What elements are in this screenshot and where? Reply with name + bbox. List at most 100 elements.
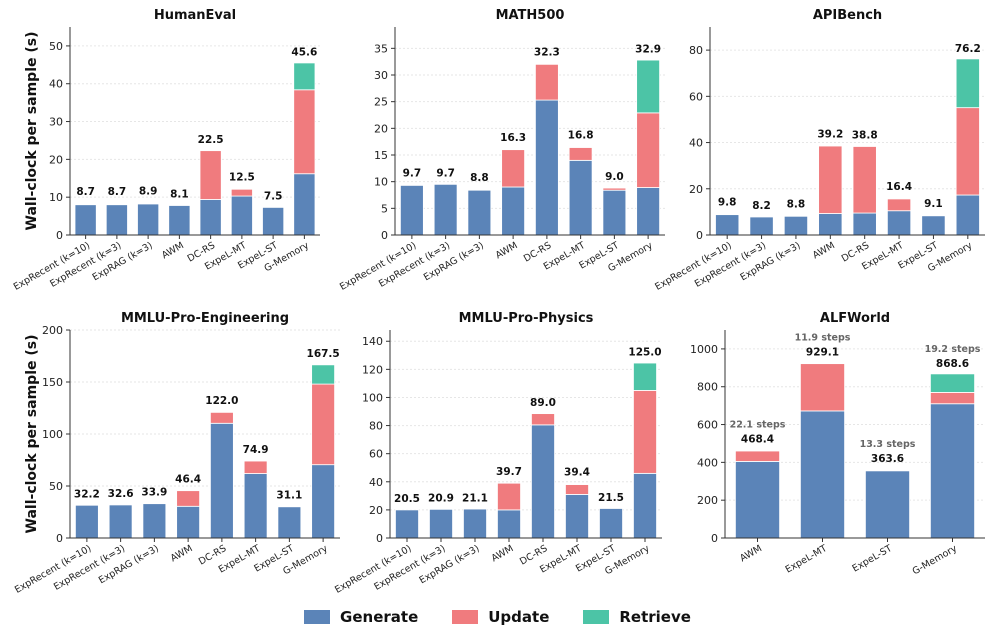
bar-generate — [955, 194, 980, 236]
panel-title-5: ALFWorld — [820, 311, 890, 326]
bar-generate — [108, 504, 133, 539]
bar-update — [852, 146, 877, 214]
y-tick-label: 35 — [374, 42, 388, 55]
bar-generate — [209, 422, 234, 539]
bar-generate — [800, 410, 846, 539]
value-label: 16.8 — [568, 129, 594, 141]
bar-generate — [199, 199, 222, 236]
bar-update — [818, 145, 843, 214]
x-tick-label: ExpRAG (k=3) — [422, 240, 486, 283]
legend-item-retrieve: Retrieve — [583, 608, 691, 626]
bar-update — [565, 484, 589, 495]
value-label: 39.4 — [564, 467, 590, 479]
value-label: 8.7 — [76, 186, 95, 198]
panel-title-0: HumanEval — [154, 8, 236, 23]
bar-generate — [735, 461, 781, 539]
y-tick-label: 30 — [49, 116, 63, 129]
value-label: 468.4 — [741, 433, 774, 445]
bar-generate — [262, 206, 285, 236]
x-tick-label: AWM — [494, 240, 520, 261]
y-tick-label: 60 — [689, 90, 703, 103]
bar-update — [735, 450, 781, 462]
x-tick-label: G-Memory — [911, 543, 960, 577]
value-label: 8.7 — [108, 186, 127, 198]
bar-update — [230, 188, 253, 197]
bar-generate — [886, 210, 912, 236]
bar-generate — [277, 506, 302, 539]
value-label: 20.9 — [428, 493, 454, 505]
bar-generate — [399, 184, 424, 236]
value-label: 16.3 — [500, 132, 526, 144]
bar-generate — [105, 204, 128, 236]
bar-generate — [921, 215, 946, 236]
x-tick-label: AWM — [169, 543, 195, 564]
bar-generate — [311, 464, 335, 539]
value-label: 929.1 — [806, 346, 839, 358]
value-label: 9.8 — [718, 196, 737, 208]
y-tick-label: 0 — [381, 229, 388, 242]
bar-update — [930, 391, 976, 405]
y-tick-label: 0 — [696, 229, 703, 242]
steps-annotation: 11.9 steps — [795, 332, 851, 343]
y-tick-label: 60 — [369, 448, 383, 461]
bar-generate — [715, 214, 740, 236]
y-tick-label: 20 — [49, 153, 63, 166]
y-tick-label: 0 — [711, 532, 718, 545]
bar-retrieve — [636, 59, 661, 114]
x-tick-label: ExpeL-ST — [850, 543, 894, 575]
legend-item-update: Update — [452, 608, 549, 626]
bar-retrieve — [311, 364, 335, 385]
bar-update — [199, 150, 222, 200]
legend-label-retrieve: Retrieve — [619, 608, 691, 626]
bar-update — [955, 107, 980, 196]
y-axis-label-0: Wall-clock per sample (s) — [24, 32, 40, 231]
y-tick-label: 0 — [376, 532, 383, 545]
value-label: 9.0 — [605, 171, 624, 183]
y-tick-label: 15 — [374, 149, 388, 162]
bar-update — [293, 89, 316, 175]
legend-swatch-update — [452, 610, 479, 624]
value-label: 122.0 — [205, 395, 238, 407]
y-tick-label: 800 — [697, 381, 718, 394]
value-label: 9.7 — [403, 167, 422, 179]
y-tick-label: 40 — [369, 476, 383, 489]
bar-update — [633, 390, 657, 474]
y-tick-label: 80 — [689, 44, 703, 57]
y-tick-label: 120 — [362, 363, 383, 376]
y-tick-label: 150 — [42, 376, 63, 389]
value-label: 33.9 — [141, 487, 167, 499]
bar-generate — [749, 216, 774, 236]
y-tick-label: 600 — [697, 419, 718, 432]
bar-generate — [467, 189, 492, 236]
bar-retrieve — [293, 62, 316, 91]
bar-generate — [293, 173, 316, 236]
legend-item-generate: Generate — [304, 608, 418, 626]
bar-generate — [501, 186, 525, 236]
value-label: 12.5 — [229, 172, 255, 184]
value-label: 32.9 — [635, 44, 661, 56]
y-tick-label: 200 — [42, 324, 63, 337]
legend: Generate Update Retrieve — [0, 608, 995, 626]
value-label: 20.5 — [394, 493, 420, 505]
bar-retrieve — [633, 362, 657, 391]
y-tick-label: 20 — [374, 122, 388, 135]
bar-generate — [463, 508, 487, 539]
panel-title-1: MATH500 — [496, 8, 565, 23]
value-label: 9.7 — [436, 167, 455, 179]
value-label: 31.1 — [276, 490, 302, 502]
bar-generate — [230, 195, 253, 236]
bar-update — [497, 482, 521, 511]
x-tick-label: AWM — [811, 240, 837, 261]
bar-generate — [568, 159, 593, 236]
value-label: 868.6 — [936, 358, 969, 370]
bar-generate — [599, 508, 623, 539]
x-tick-label: AWM — [160, 240, 186, 261]
bar-generate — [433, 183, 458, 236]
x-tick-label: ExpRAG (k=3) — [97, 543, 161, 586]
x-tick-label: ExpRAG (k=3) — [738, 240, 802, 283]
value-label: 21.5 — [598, 492, 624, 504]
y-tick-label: 40 — [49, 78, 63, 91]
bar-generate — [395, 509, 419, 539]
bar-generate — [818, 213, 843, 236]
bar-update — [311, 383, 335, 466]
